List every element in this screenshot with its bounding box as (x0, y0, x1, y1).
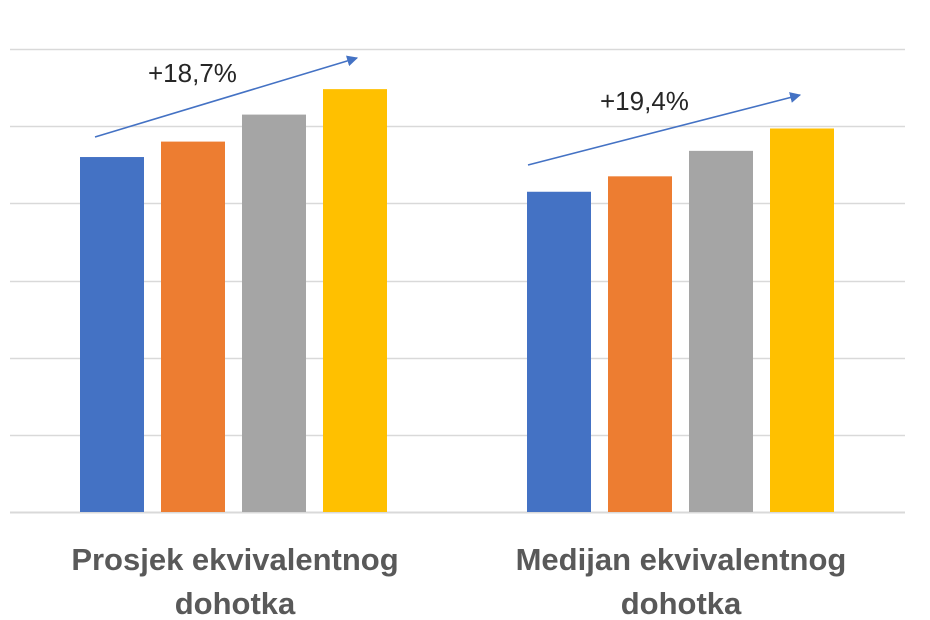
trend-arrow-average (94, 55, 359, 138)
trend-arrows (94, 55, 802, 166)
bar-median-series-2 (608, 176, 672, 512)
bar-average-series-3 (242, 114, 306, 512)
bars (80, 89, 834, 513)
gridlines (10, 48, 905, 514)
bar-median-series-3 (689, 150, 753, 513)
trend-arrow-median (527, 92, 802, 166)
bar-average-series-4 (323, 89, 387, 513)
bar-average-series-2 (161, 141, 225, 512)
bar-median-series-1 (527, 191, 591, 512)
category-label-median-income: Medijan ekvivalentnog dohotka (515, 542, 847, 620)
growth-annotation-average: +18,7% (148, 58, 237, 88)
growth-annotation-median: +19,4% (600, 86, 689, 116)
category-label-average-income: Prosjek ekvivalentnog dohotka (71, 542, 399, 620)
bar-average-series-1 (80, 157, 144, 513)
bar-median-series-4 (770, 128, 834, 512)
